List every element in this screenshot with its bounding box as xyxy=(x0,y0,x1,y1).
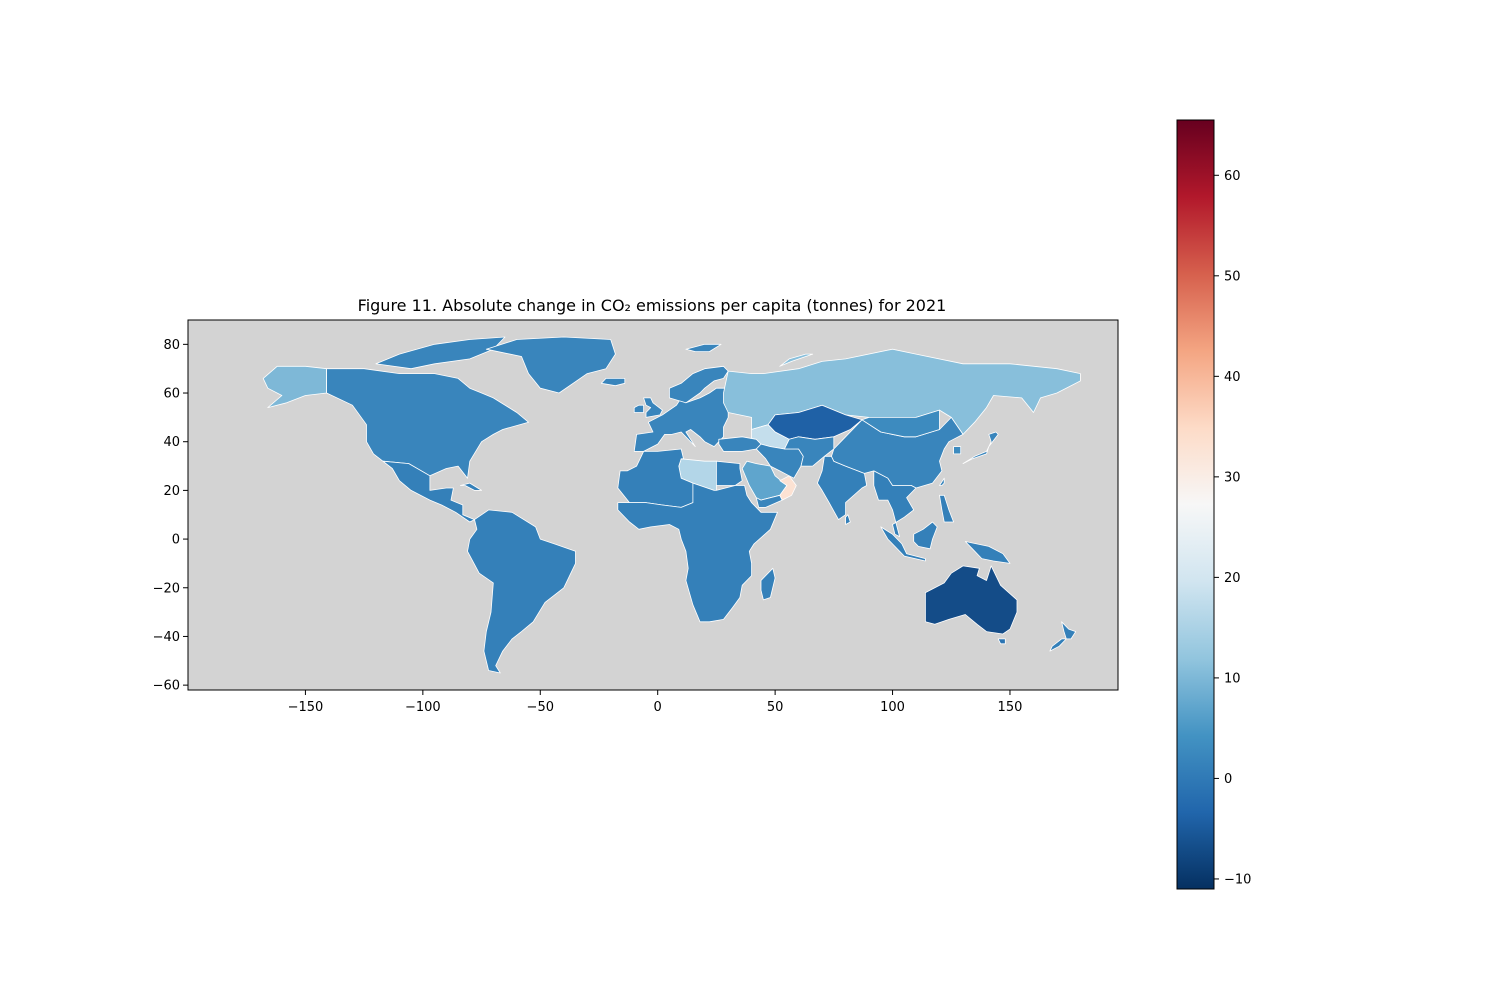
region-alaska xyxy=(262,365,328,409)
x-tick-label: 0 xyxy=(654,700,662,715)
region-southeast-asia xyxy=(873,470,917,537)
y-tick-label: −20 xyxy=(153,581,180,596)
x-tick-label: 150 xyxy=(998,700,1023,715)
colorbar-tick-label: 20 xyxy=(1224,571,1241,586)
y-tick-label: 0 xyxy=(172,533,180,548)
region-africa-central-south xyxy=(617,482,778,623)
y-tick-label: −60 xyxy=(153,679,180,694)
region-new-guinea xyxy=(964,541,1011,564)
x-tick-label: 50 xyxy=(767,700,784,715)
colorbar-gradient xyxy=(1176,119,1215,890)
region-sumatra-java xyxy=(880,526,926,562)
region-ireland xyxy=(633,404,644,413)
x-tick-label: 100 xyxy=(880,700,905,715)
region-cuba xyxy=(459,482,483,491)
y-tick-label: 40 xyxy=(163,435,180,450)
y-tick-label: −40 xyxy=(153,630,180,645)
region-europe xyxy=(633,387,729,452)
colorbar-tick-label: 0 xyxy=(1224,772,1232,787)
region-korea-japan xyxy=(953,446,962,455)
region-canada-usa xyxy=(326,368,529,479)
region-turkey xyxy=(718,436,762,452)
region-arctic-archipelago xyxy=(375,336,506,370)
colorbar-tick-label: 40 xyxy=(1224,370,1241,385)
x-axis-ticks: −150 −100 −50 0 50 100 150 xyxy=(288,690,1023,715)
region-borneo xyxy=(913,521,938,550)
region-greenland xyxy=(485,336,616,394)
region-oman-uae xyxy=(779,475,797,501)
region-india xyxy=(817,455,868,520)
region-new-zealand-south xyxy=(1049,638,1067,652)
region-south-america xyxy=(467,509,576,674)
colorbar: −10 0 10 20 30 40 50 60 xyxy=(1176,119,1251,890)
colorbar-ticks: −10 0 10 20 30 40 50 60 xyxy=(1214,169,1251,887)
countries-layer xyxy=(262,336,1081,674)
y-tick-label: 20 xyxy=(163,484,180,499)
region-taiwan xyxy=(939,477,945,486)
map-title: Figure 11. Absolute change in CO₂ emissi… xyxy=(358,296,947,315)
y-tick-label: 80 xyxy=(163,338,180,353)
map-axes: −150 −100 −50 0 50 100 150 −60 −40 −20 0 20 40 60 80 xyxy=(153,319,1119,715)
region-uk xyxy=(643,397,663,418)
x-tick-label: −100 xyxy=(405,700,441,715)
colorbar-tick-label: 60 xyxy=(1224,169,1241,184)
region-tasmania xyxy=(997,638,1006,645)
region-mongolia xyxy=(861,409,940,438)
region-svalbard xyxy=(685,343,722,353)
region-egypt xyxy=(716,460,743,486)
colorbar-tick-label: 50 xyxy=(1224,269,1241,284)
x-tick-label: −50 xyxy=(527,700,554,715)
colorbar-tick-label: 10 xyxy=(1224,671,1241,686)
region-novaya-zemlya xyxy=(779,353,814,367)
axes-frame xyxy=(187,319,1119,691)
region-new-zealand xyxy=(1061,621,1077,640)
region-australia xyxy=(925,565,1018,635)
colorbar-tick-label: −10 xyxy=(1224,872,1251,887)
region-mexico-central-america xyxy=(382,460,475,523)
region-sri-lanka xyxy=(845,514,851,525)
region-philippines xyxy=(939,494,954,523)
region-japan xyxy=(962,431,999,465)
y-axis-ticks: −60 −40 −20 0 20 40 60 80 xyxy=(153,338,188,694)
y-tick-label: 60 xyxy=(163,387,180,402)
x-tick-label: −150 xyxy=(288,700,324,715)
region-central-asia-afghan xyxy=(784,436,835,467)
colorbar-tick-label: 30 xyxy=(1224,470,1241,485)
region-iceland xyxy=(600,377,626,387)
region-madagascar xyxy=(760,567,776,601)
